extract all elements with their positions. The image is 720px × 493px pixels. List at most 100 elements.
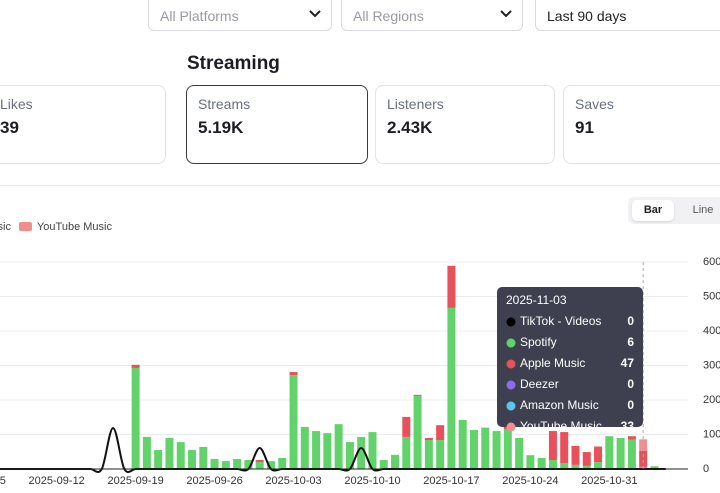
metric-value: 91 bbox=[575, 118, 594, 137]
tooltip-dot bbox=[506, 380, 516, 390]
bar-segment bbox=[165, 437, 174, 469]
x-tick-label: 2025-10-03 bbox=[265, 475, 321, 487]
chevron bbox=[309, 10, 321, 18]
bar-segment bbox=[560, 463, 569, 469]
tooltip-dot bbox=[506, 422, 516, 432]
bar-segment bbox=[639, 450, 648, 467]
bar-segment bbox=[210, 458, 219, 469]
bar-segment bbox=[402, 416, 411, 437]
bar-segment bbox=[447, 307, 456, 469]
bar-segment bbox=[379, 460, 388, 469]
period-select[interactable]: Last 90 days bbox=[535, 0, 720, 31]
tooltip-series: Deezer bbox=[520, 377, 559, 391]
region-select[interactable]: All Regions bbox=[341, 0, 523, 31]
x-tick-label: 2025-10-24 bbox=[502, 475, 558, 487]
metric-card[interactable]: Listeners 2.43K bbox=[375, 85, 555, 164]
metric-value: 5.19K bbox=[198, 118, 244, 137]
tooltip-box bbox=[497, 287, 643, 427]
bar-segment bbox=[548, 460, 557, 469]
bar-segment bbox=[503, 429, 512, 469]
bar-segment bbox=[188, 450, 197, 469]
tooltip-series: Amazon Music bbox=[520, 398, 599, 412]
bar-segment bbox=[233, 458, 242, 469]
bar-segment bbox=[458, 420, 467, 469]
bar-segment bbox=[368, 432, 377, 469]
bar-segment bbox=[300, 426, 309, 469]
tooltip-value: 0 bbox=[627, 398, 634, 412]
view-option[interactable]: Bar bbox=[632, 200, 674, 221]
bar-segment bbox=[323, 433, 332, 469]
bar-segment bbox=[402, 436, 411, 469]
legend-swatch bbox=[18, 222, 32, 231]
tooltip-series: Apple Music bbox=[520, 356, 585, 370]
bar-segment bbox=[436, 440, 445, 469]
period-select-text: Last 90 days bbox=[547, 8, 627, 24]
x-tick-label: 2025-09-26 bbox=[186, 475, 242, 487]
bar-segment bbox=[357, 436, 366, 469]
chevron bbox=[500, 10, 512, 18]
bar-segment bbox=[560, 432, 569, 464]
bar-segment bbox=[481, 427, 490, 469]
y-tick-label: 200 bbox=[703, 394, 720, 406]
bar-segment bbox=[154, 450, 163, 469]
y-tick-label: 600 bbox=[703, 256, 720, 268]
x-tick-label: 2025-09-05 bbox=[0, 475, 6, 487]
tooltip-dot bbox=[506, 359, 516, 369]
tooltip-value: 33 bbox=[621, 419, 635, 433]
tooltip-dot bbox=[506, 401, 516, 411]
metric-value: 39 bbox=[0, 118, 19, 137]
tooltip-value: 47 bbox=[621, 356, 635, 370]
bar-segment bbox=[436, 425, 445, 441]
tooltip-dot bbox=[506, 338, 516, 348]
metric-card[interactable]: Saves 91 bbox=[563, 85, 720, 164]
divider bbox=[0, 185, 720, 186]
bar-segment bbox=[278, 457, 287, 469]
bar-segment bbox=[627, 439, 636, 469]
bar-segment bbox=[515, 437, 524, 469]
metric-card[interactable]: Likes 39 bbox=[0, 85, 166, 164]
x-tick-label: 2025-09-12 bbox=[29, 475, 85, 487]
y-tick-label: 400 bbox=[703, 325, 720, 337]
bar-segment bbox=[650, 466, 659, 469]
metric-label: Saves bbox=[575, 96, 614, 112]
tooltip-date: 2025-11-03 bbox=[506, 293, 567, 307]
section-title: Streaming bbox=[187, 53, 280, 74]
bar-segment bbox=[582, 465, 591, 469]
bar-segment bbox=[424, 440, 433, 469]
bar-segment bbox=[548, 431, 557, 461]
bar-segment bbox=[176, 442, 185, 469]
metric-value: 2.43K bbox=[387, 118, 433, 137]
tooltip-value: 0 bbox=[627, 377, 634, 391]
tooltip-series: YouTube Music bbox=[520, 419, 602, 433]
bar-segment bbox=[537, 457, 546, 469]
bar-segment bbox=[594, 462, 603, 469]
bar-segment bbox=[582, 452, 591, 466]
bar-segment bbox=[131, 367, 140, 469]
view-option[interactable]: Line bbox=[692, 204, 714, 216]
bar-segment bbox=[244, 460, 253, 469]
view-toggle: Bar Line bbox=[628, 197, 720, 224]
bar-segment bbox=[413, 394, 422, 396]
bar-segment bbox=[526, 455, 535, 469]
bar-segment bbox=[616, 437, 625, 469]
metric-label: Likes bbox=[0, 96, 33, 112]
bar-segment bbox=[289, 375, 298, 469]
bar-segment bbox=[571, 445, 580, 465]
bar-segment bbox=[334, 424, 343, 469]
bar-segment bbox=[492, 431, 501, 469]
metric-label: Streams bbox=[198, 96, 251, 112]
y-tick-label: 500 bbox=[703, 290, 720, 302]
platform-select[interactable]: All Platforms bbox=[148, 0, 332, 31]
metric-card[interactable]: Streams 5.19K bbox=[186, 85, 368, 164]
bar-segment bbox=[345, 442, 354, 469]
metric-label: Listeners bbox=[387, 96, 444, 112]
y-tick-label: 100 bbox=[703, 428, 720, 440]
tooltip-series: TikTok - Videos bbox=[520, 314, 601, 328]
bar-segment bbox=[571, 464, 580, 469]
bar-segment bbox=[413, 395, 422, 469]
bar-segment bbox=[424, 437, 433, 441]
bar-segment bbox=[255, 460, 264, 463]
legend-label: YouTube Music bbox=[37, 221, 113, 233]
